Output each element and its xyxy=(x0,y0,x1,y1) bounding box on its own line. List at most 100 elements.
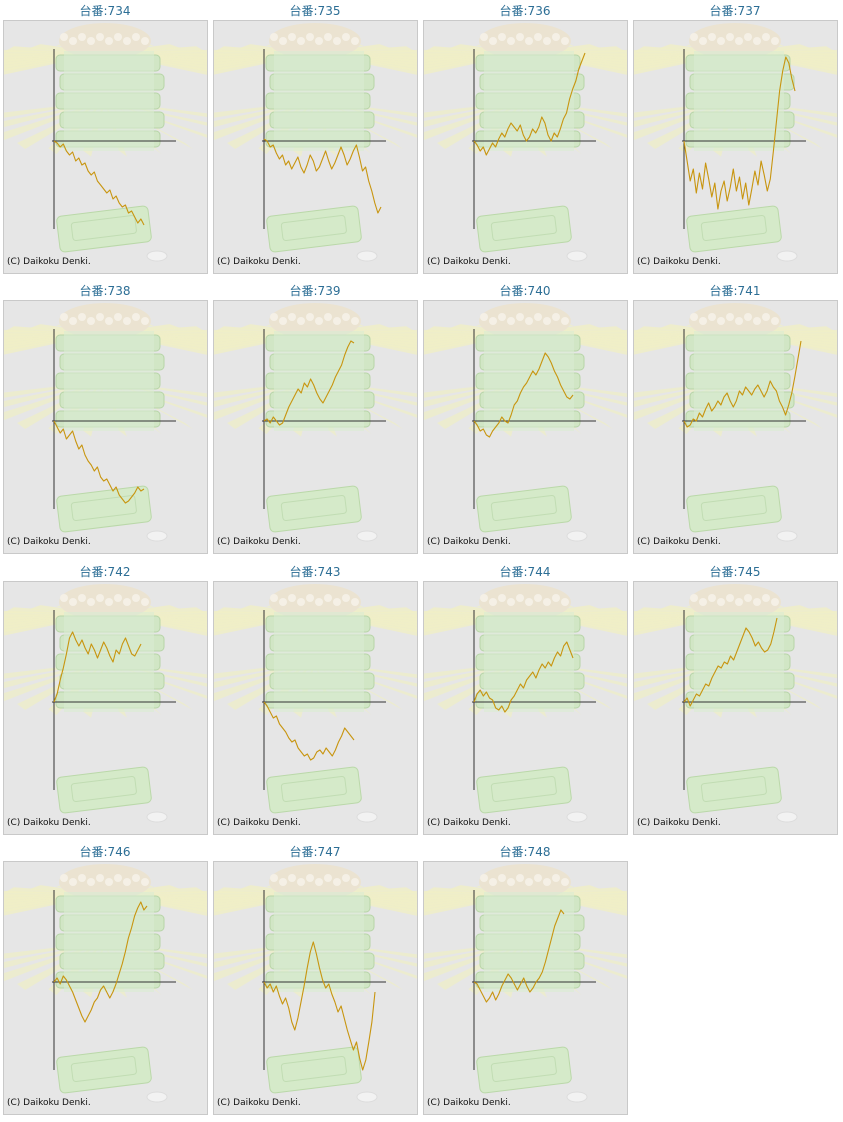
watermark-art xyxy=(214,584,417,823)
chart-cell: 台番:745 (C) Daikoku Denki. xyxy=(630,561,840,835)
series-line xyxy=(473,641,574,713)
chart-svg xyxy=(214,23,417,262)
copyright-credit: (C) Daikoku Denki. xyxy=(217,1098,301,1108)
chart-panel: (C) Daikoku Denki. xyxy=(213,20,418,274)
copyright-credit: (C) Daikoku Denki. xyxy=(427,818,511,828)
chart-panel: (C) Daikoku Denki. xyxy=(3,581,208,835)
copyright-credit: (C) Daikoku Denki. xyxy=(7,1098,91,1108)
chart-panel: (C) Daikoku Denki. xyxy=(423,300,628,554)
chart-svg xyxy=(424,584,627,823)
copyright-credit: (C) Daikoku Denki. xyxy=(427,257,511,267)
chart-svg xyxy=(634,303,837,542)
series-line xyxy=(683,56,796,210)
chart-svg xyxy=(424,23,627,262)
chart-cell: 台番:738 (C) Daikoku Denki. xyxy=(0,280,210,554)
chart-panel: (C) Daikoku Denki. xyxy=(423,581,628,835)
chart-cell: 台番:736 (C) Daikoku Denki. xyxy=(420,0,630,274)
chart-panel: (C) Daikoku Denki. xyxy=(633,20,838,274)
chart-svg xyxy=(4,23,207,262)
chart-title[interactable]: 台番:742 xyxy=(79,565,131,579)
chart-title[interactable]: 台番:745 xyxy=(709,565,761,579)
copyright-credit: (C) Daikoku Denki. xyxy=(637,818,721,828)
chart-svg xyxy=(214,584,417,823)
watermark-art xyxy=(634,303,837,542)
chart-svg xyxy=(424,303,627,542)
chart-cell: 台番:741 (C) Daikoku Denki. xyxy=(630,280,840,554)
series-line xyxy=(683,340,802,428)
chart-title[interactable]: 台番:737 xyxy=(709,4,761,18)
copyright-credit: (C) Daikoku Denki. xyxy=(637,257,721,267)
chart-panel: (C) Daikoku Denki. xyxy=(423,861,628,1115)
series-line xyxy=(53,140,145,226)
chart-title[interactable]: 台番:747 xyxy=(289,845,341,859)
chart-panel: (C) Daikoku Denki. xyxy=(213,861,418,1115)
copyright-credit: (C) Daikoku Denki. xyxy=(217,257,301,267)
chart-title[interactable]: 台番:736 xyxy=(499,4,551,18)
copyright-credit: (C) Daikoku Denki. xyxy=(217,818,301,828)
watermark-art xyxy=(634,23,837,262)
series-line xyxy=(53,631,142,703)
chart-cell: 台番:739 (C) Daikoku Denki. xyxy=(210,280,420,554)
chart-title[interactable]: 台番:740 xyxy=(499,284,551,298)
series-line xyxy=(263,941,376,1071)
chart-cell: 台番:746 (C) Daikoku Denki. xyxy=(0,841,210,1115)
copyright-credit: (C) Daikoku Denki. xyxy=(7,257,91,267)
chart-title[interactable]: 台番:734 xyxy=(79,4,131,18)
chart-title[interactable]: 台番:743 xyxy=(289,565,341,579)
series-line xyxy=(53,901,148,1023)
chart-panel: (C) Daikoku Denki. xyxy=(213,581,418,835)
chart-title[interactable]: 台番:735 xyxy=(289,4,341,18)
copyright-credit: (C) Daikoku Denki. xyxy=(427,537,511,547)
copyright-credit: (C) Daikoku Denki. xyxy=(217,537,301,547)
chart-title[interactable]: 台番:744 xyxy=(499,565,551,579)
chart-cell: 台番:740 (C) Daikoku Denki. xyxy=(420,280,630,554)
series-line xyxy=(53,420,145,504)
series-line xyxy=(263,701,355,761)
chart-cell: 台番:748 (C) Daikoku Denki. xyxy=(420,841,630,1115)
chart-panel: (C) Daikoku Denki. xyxy=(3,861,208,1115)
chart-svg xyxy=(214,303,417,542)
watermark-art xyxy=(4,864,207,1103)
watermark-art xyxy=(424,584,627,823)
chart-title[interactable]: 台番:738 xyxy=(79,284,131,298)
series-line xyxy=(473,52,586,156)
watermark-art xyxy=(424,23,627,262)
watermark-art xyxy=(214,303,417,542)
chart-title[interactable]: 台番:746 xyxy=(79,845,131,859)
watermark-art xyxy=(424,303,627,542)
chart-cell: 台番:747 (C) Daikoku Denki. xyxy=(210,841,420,1115)
chart-panel: (C) Daikoku Denki. xyxy=(633,581,838,835)
chart-svg xyxy=(634,23,837,262)
chart-svg xyxy=(214,864,417,1103)
chart-svg xyxy=(4,303,207,542)
watermark-art xyxy=(214,864,417,1103)
chart-panel: (C) Daikoku Denki. xyxy=(3,300,208,554)
chart-cell: 台番:743 (C) Daikoku Denki. xyxy=(210,561,420,835)
chart-panel: (C) Daikoku Denki. xyxy=(3,20,208,274)
chart-title[interactable]: 台番:739 xyxy=(289,284,341,298)
chart-title[interactable]: 台番:741 xyxy=(709,284,761,298)
series-line xyxy=(263,138,382,214)
copyright-credit: (C) Daikoku Denki. xyxy=(637,537,721,547)
chart-cell: 台番:742 (C) Daikoku Denki. xyxy=(0,561,210,835)
chart-svg xyxy=(634,584,837,823)
chart-panel: (C) Daikoku Denki. xyxy=(633,300,838,554)
copyright-credit: (C) Daikoku Denki. xyxy=(7,537,91,547)
watermark-art xyxy=(4,23,207,262)
chart-svg xyxy=(424,864,627,1103)
watermark-art xyxy=(4,303,207,542)
watermark-art xyxy=(634,584,837,823)
copyright-credit: (C) Daikoku Denki. xyxy=(7,818,91,828)
series-line xyxy=(263,340,355,426)
chart-cell: 台番:735 (C) Daikoku Denki. xyxy=(210,0,420,274)
watermark-art xyxy=(214,23,417,262)
chart-cell: 台番:737 (C) Daikoku Denki. xyxy=(630,0,840,274)
series-line xyxy=(473,352,574,438)
chart-cell: 台番:734 (C) Daikoku Denki. xyxy=(0,0,210,274)
series-line xyxy=(473,909,565,1003)
chart-panel: (C) Daikoku Denki. xyxy=(423,20,628,274)
copyright-credit: (C) Daikoku Denki. xyxy=(427,1098,511,1108)
watermark-art xyxy=(4,584,207,823)
chart-title[interactable]: 台番:748 xyxy=(499,845,551,859)
